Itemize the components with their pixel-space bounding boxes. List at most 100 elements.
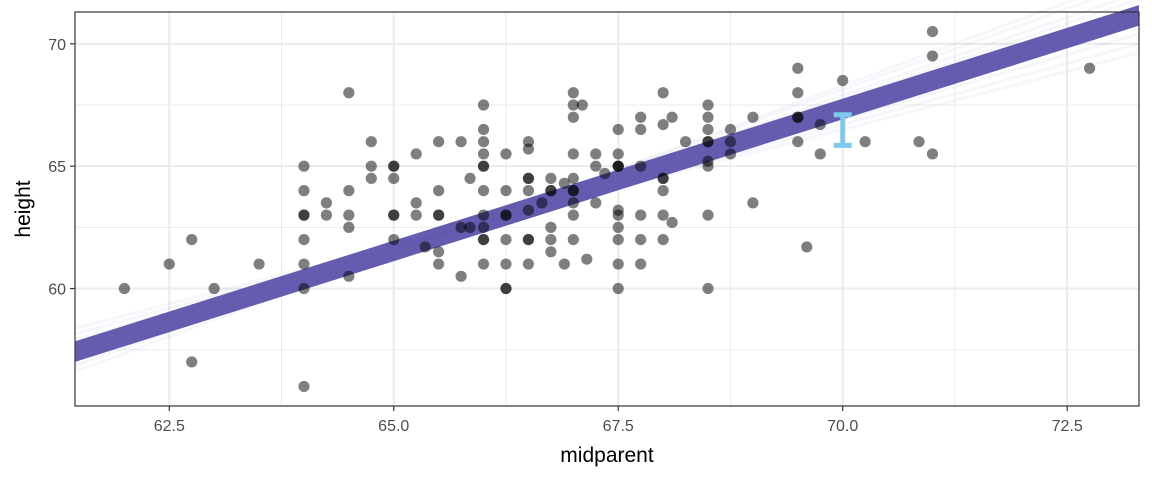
data-point: [500, 185, 512, 197]
data-point: [455, 221, 467, 233]
data-point: [298, 160, 310, 172]
data-point: [567, 87, 579, 99]
data-point: [792, 136, 804, 148]
data-point: [612, 258, 624, 270]
data-point: [635, 258, 647, 270]
data-point: [747, 111, 759, 123]
data-point: [545, 246, 557, 258]
data-point: [702, 160, 714, 172]
data-point: [567, 148, 579, 160]
data-point: [500, 209, 512, 221]
data-point: [814, 148, 826, 160]
data-point: [926, 50, 939, 62]
x-tick-label: 65.0: [378, 418, 409, 435]
data-point: [590, 160, 602, 172]
data-point: [666, 111, 678, 123]
data-point: [545, 221, 557, 233]
data-point: [792, 62, 804, 74]
data-point: [567, 99, 579, 111]
data-points: [118, 25, 1096, 393]
y-tick-label: 60: [48, 282, 66, 299]
y-tick-label: 65: [48, 159, 66, 176]
data-point: [343, 221, 355, 233]
data-point: [801, 241, 813, 253]
data-point: [500, 282, 512, 295]
data-point: [522, 185, 535, 197]
data-point: [410, 209, 422, 221]
data-point: [590, 148, 602, 160]
data-point: [567, 197, 579, 209]
data-point: [567, 233, 579, 246]
data-point: [612, 160, 624, 172]
regression-band-fill: [75, 5, 1139, 362]
data-point: [500, 148, 512, 160]
data-point: [679, 136, 692, 148]
data-point: [635, 209, 647, 221]
data-point: [477, 160, 490, 172]
data-point: [433, 136, 445, 148]
data-point: [477, 258, 490, 270]
data-point: [298, 185, 310, 197]
data-point: [522, 204, 535, 216]
data-point: [612, 221, 624, 233]
prediction-interval: [833, 112, 852, 148]
data-point: [388, 172, 400, 185]
data-point: [365, 172, 377, 185]
data-point: [410, 197, 422, 209]
data-point: [419, 241, 431, 253]
data-point: [298, 209, 310, 221]
data-point: [477, 123, 490, 136]
data-point: [702, 111, 714, 123]
data-point: [477, 185, 490, 197]
data-point: [477, 209, 490, 221]
data-point: [567, 209, 579, 221]
data-point: [464, 221, 476, 233]
data-point: [186, 233, 198, 246]
data-point: [433, 258, 445, 270]
data-point: [1084, 62, 1096, 74]
x-tick-label: 67.5: [603, 418, 634, 435]
x-axis-title: midparent: [560, 444, 654, 467]
data-point: [455, 270, 467, 282]
data-point: [536, 197, 548, 209]
data-point: [118, 282, 130, 295]
data-point: [343, 185, 355, 197]
data-point: [567, 111, 579, 123]
data-point: [545, 172, 557, 185]
data-point: [590, 197, 602, 209]
data-point: [612, 282, 624, 295]
data-point: [433, 246, 445, 258]
data-point: [388, 160, 400, 172]
data-point: [792, 87, 804, 99]
data-point: [343, 209, 355, 221]
data-point: [163, 258, 175, 270]
data-point: [477, 148, 490, 160]
data-point: [657, 185, 669, 197]
data-point: [913, 136, 925, 148]
data-point: [388, 233, 400, 246]
data-point: [320, 209, 333, 221]
data-point: [208, 282, 220, 295]
data-point: [522, 258, 535, 270]
y-minor-grid: [75, 104, 1139, 351]
data-point: [702, 209, 714, 221]
data-point: [702, 123, 714, 136]
data-point: [814, 118, 826, 131]
data-point: [186, 356, 198, 368]
data-point: [926, 25, 939, 38]
data-point: [477, 99, 490, 111]
data-point: [558, 177, 570, 189]
data-point: [320, 197, 333, 209]
data-point: [724, 136, 737, 148]
data-point: [724, 148, 737, 160]
x-tick-label: 72.5: [1052, 418, 1083, 435]
data-point: [926, 148, 939, 160]
data-point: [612, 209, 624, 221]
data-point: [635, 123, 647, 136]
data-point: [567, 172, 579, 185]
data-point: [500, 233, 512, 246]
data-point: [599, 167, 611, 180]
data-point: [657, 87, 669, 99]
data-point: [612, 148, 624, 160]
y-axis-title: height: [12, 180, 35, 237]
